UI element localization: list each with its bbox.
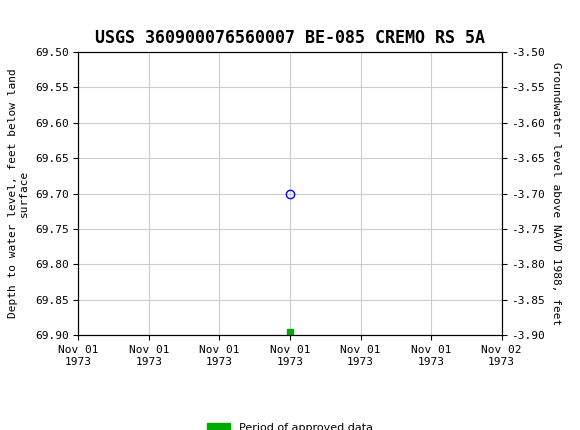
Text: ≡USGS: ≡USGS xyxy=(3,7,57,25)
Title: USGS 360900076560007 BE-085 CREMO RS 5A: USGS 360900076560007 BE-085 CREMO RS 5A xyxy=(95,29,485,47)
Legend: Period of approved data: Period of approved data xyxy=(203,419,377,430)
Y-axis label: Groundwater level above NAVD 1988, feet: Groundwater level above NAVD 1988, feet xyxy=(551,62,561,325)
Y-axis label: Depth to water level, feet below land
surface: Depth to water level, feet below land su… xyxy=(8,69,29,318)
FancyBboxPatch shape xyxy=(3,3,38,29)
